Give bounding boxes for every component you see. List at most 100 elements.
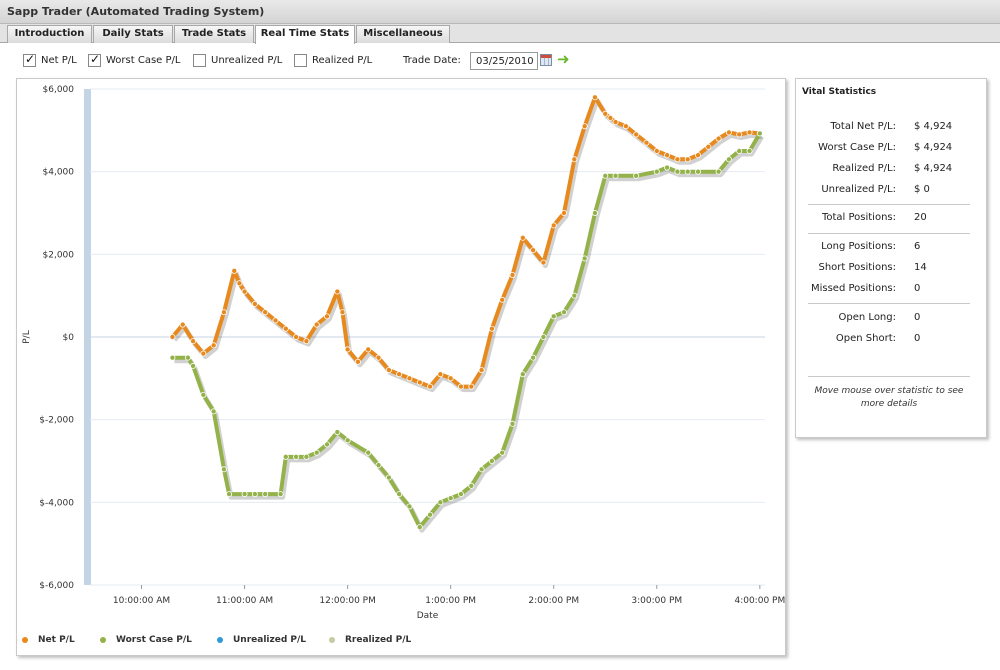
data-point-worst-case-p-l bbox=[282, 453, 289, 460]
tab-bar: Introduction Daily Stats Trade Stats Rea… bbox=[0, 24, 1000, 44]
stat-label-missed-positions[interactable]: Missed Positions: bbox=[810, 283, 896, 294]
data-point-net-p-l bbox=[190, 338, 197, 345]
data-point-net-p-l bbox=[674, 156, 681, 163]
stat-label-long-positions[interactable]: Long Positions: bbox=[821, 241, 896, 252]
data-point-worst-case-p-l bbox=[591, 209, 598, 216]
legend-dot-worst-case-pl bbox=[100, 637, 106, 643]
stats-divider bbox=[808, 204, 970, 205]
x-axis-title: Date bbox=[417, 611, 439, 621]
data-point-net-p-l bbox=[725, 129, 732, 136]
series-shadow-worst-case-p-l bbox=[174, 135, 764, 533]
data-point-worst-case-p-l bbox=[293, 453, 300, 460]
y-tick-label: $-4,000 bbox=[39, 498, 74, 508]
stat-value-total-net-pl[interactable]: $ 4,924 bbox=[914, 121, 953, 132]
data-point-worst-case-p-l bbox=[530, 354, 537, 361]
vital-statistics-title: Vital Statistics bbox=[802, 87, 877, 97]
data-point-worst-case-p-l bbox=[200, 391, 207, 398]
data-point-worst-case-p-l bbox=[653, 168, 660, 175]
data-point-net-p-l bbox=[427, 383, 434, 390]
stats-divider bbox=[808, 376, 970, 377]
data-point-worst-case-p-l bbox=[488, 457, 495, 464]
x-tick-label: 10:00:00 AM bbox=[113, 596, 170, 606]
worst-case-pl-checkbox[interactable] bbox=[88, 52, 101, 67]
trade-date-label: Trade Date: bbox=[403, 55, 461, 66]
net-pl-checkbox[interactable] bbox=[23, 52, 36, 67]
data-point-worst-case-p-l bbox=[169, 354, 176, 361]
data-point-worst-case-p-l bbox=[571, 292, 578, 299]
data-point-worst-case-p-l bbox=[561, 309, 568, 316]
stat-label-open-short[interactable]: Open Short: bbox=[835, 333, 896, 344]
data-point-net-p-l bbox=[591, 94, 598, 101]
data-point-worst-case-p-l bbox=[447, 495, 454, 502]
data-point-net-p-l bbox=[365, 346, 372, 353]
legend-dot-realized-pl bbox=[329, 637, 335, 643]
tab-introduction[interactable]: Introduction bbox=[7, 25, 92, 43]
data-point-worst-case-p-l bbox=[468, 482, 475, 489]
data-point-worst-case-p-l bbox=[226, 491, 233, 498]
data-point-worst-case-p-l bbox=[190, 362, 197, 369]
data-point-worst-case-p-l bbox=[241, 491, 248, 498]
data-point-worst-case-p-l bbox=[664, 164, 671, 171]
chart-panel: $6,000 $4,000 $2,000 $0 $-2,000 $-4,000 $-6,00… bbox=[16, 78, 786, 656]
data-point-net-p-l bbox=[695, 152, 702, 159]
window-title: Sapp Trader (Automated Trading System) bbox=[7, 5, 265, 18]
data-point-worst-case-p-l bbox=[251, 491, 258, 498]
data-point-worst-case-p-l bbox=[725, 156, 732, 163]
stat-label-realized-pl[interactable]: Realized P/L: bbox=[832, 163, 896, 174]
data-point-net-p-l bbox=[406, 375, 413, 382]
stat-label-total-positions[interactable]: Total Positions: bbox=[821, 212, 896, 223]
arrow-right-icon[interactable]: ➜ bbox=[557, 50, 570, 68]
data-point-net-p-l bbox=[262, 309, 269, 316]
data-point-net-p-l bbox=[488, 325, 495, 332]
stat-value-open-long[interactable]: 0 bbox=[914, 312, 921, 323]
stat-label-short-positions[interactable]: Short Positions: bbox=[818, 262, 896, 273]
stat-value-short-positions[interactable]: 14 bbox=[914, 262, 927, 273]
data-point-net-p-l bbox=[736, 131, 743, 138]
data-point-worst-case-p-l bbox=[478, 466, 485, 473]
net-pl-checkbox-label: Net P/L bbox=[41, 55, 77, 66]
toolbar: Net P/L Worst Case P/L Unrealized P/L Re… bbox=[0, 44, 1000, 76]
data-point-worst-case-p-l bbox=[416, 524, 423, 531]
data-point-net-p-l bbox=[313, 321, 320, 328]
unrealized-pl-checkbox[interactable] bbox=[193, 54, 206, 67]
stat-value-long-positions[interactable]: 6 bbox=[914, 241, 921, 252]
x-tick-label: 11:00:00 AM bbox=[216, 596, 273, 606]
calendar-icon[interactable] bbox=[540, 54, 552, 66]
data-point-net-p-l bbox=[478, 367, 485, 374]
stat-value-worst-case-pl[interactable]: $ 4,924 bbox=[914, 142, 953, 153]
data-point-worst-case-p-l bbox=[375, 462, 382, 469]
stat-value-missed-positions[interactable]: 0 bbox=[914, 283, 921, 294]
stat-label-open-long[interactable]: Open Long: bbox=[838, 312, 896, 323]
tab-miscellaneous[interactable]: Miscellaneous bbox=[356, 25, 450, 43]
legend-unrealized-pl: Unrealized P/L bbox=[233, 635, 307, 645]
data-point-worst-case-p-l bbox=[210, 408, 217, 415]
stat-value-open-short[interactable]: 0 bbox=[914, 333, 921, 344]
y-axis-title: P/L bbox=[22, 330, 32, 343]
data-point-net-p-l bbox=[200, 350, 207, 357]
stat-value-realized-pl[interactable]: $ 4,924 bbox=[914, 163, 953, 174]
pl-chart: $6,000 $4,000 $2,000 $0 $-2,000 $-4,000 $-6,00… bbox=[22, 85, 785, 621]
data-point-worst-case-p-l bbox=[277, 491, 284, 498]
data-point-net-p-l bbox=[612, 119, 619, 126]
trade-date-input[interactable] bbox=[470, 52, 538, 70]
stat-value-unrealized-pl[interactable]: $ 0 bbox=[914, 184, 930, 195]
unrealized-pl-checkbox-label: Unrealized P/L bbox=[211, 55, 283, 66]
data-point-net-p-l bbox=[241, 288, 248, 295]
stat-value-total-positions[interactable]: 20 bbox=[914, 212, 927, 223]
y-tick-label: $-6,000 bbox=[39, 581, 74, 591]
data-point-net-p-l bbox=[468, 383, 475, 390]
stat-label-unrealized-pl[interactable]: Unrealized P/L: bbox=[821, 184, 896, 195]
data-point-worst-case-p-l bbox=[746, 148, 753, 155]
stat-label-worst-case-pl[interactable]: Worst Case P/L: bbox=[818, 142, 896, 153]
stat-label-total-net-pl[interactable]: Total Net P/L: bbox=[830, 121, 896, 132]
data-point-net-p-l bbox=[334, 288, 341, 295]
tab-real-time-stats[interactable]: Real Time Stats bbox=[255, 25, 355, 44]
tab-trade-stats[interactable]: Trade Stats bbox=[174, 25, 254, 43]
data-point-worst-case-p-l bbox=[324, 441, 331, 448]
data-point-worst-case-p-l bbox=[756, 130, 763, 137]
tab-daily-stats[interactable]: Daily Stats bbox=[93, 25, 173, 43]
data-point-net-p-l bbox=[519, 234, 526, 241]
data-point-net-p-l bbox=[499, 296, 506, 303]
realized-pl-checkbox[interactable] bbox=[294, 54, 307, 67]
series-line-worst-case-p-l bbox=[172, 132, 762, 530]
